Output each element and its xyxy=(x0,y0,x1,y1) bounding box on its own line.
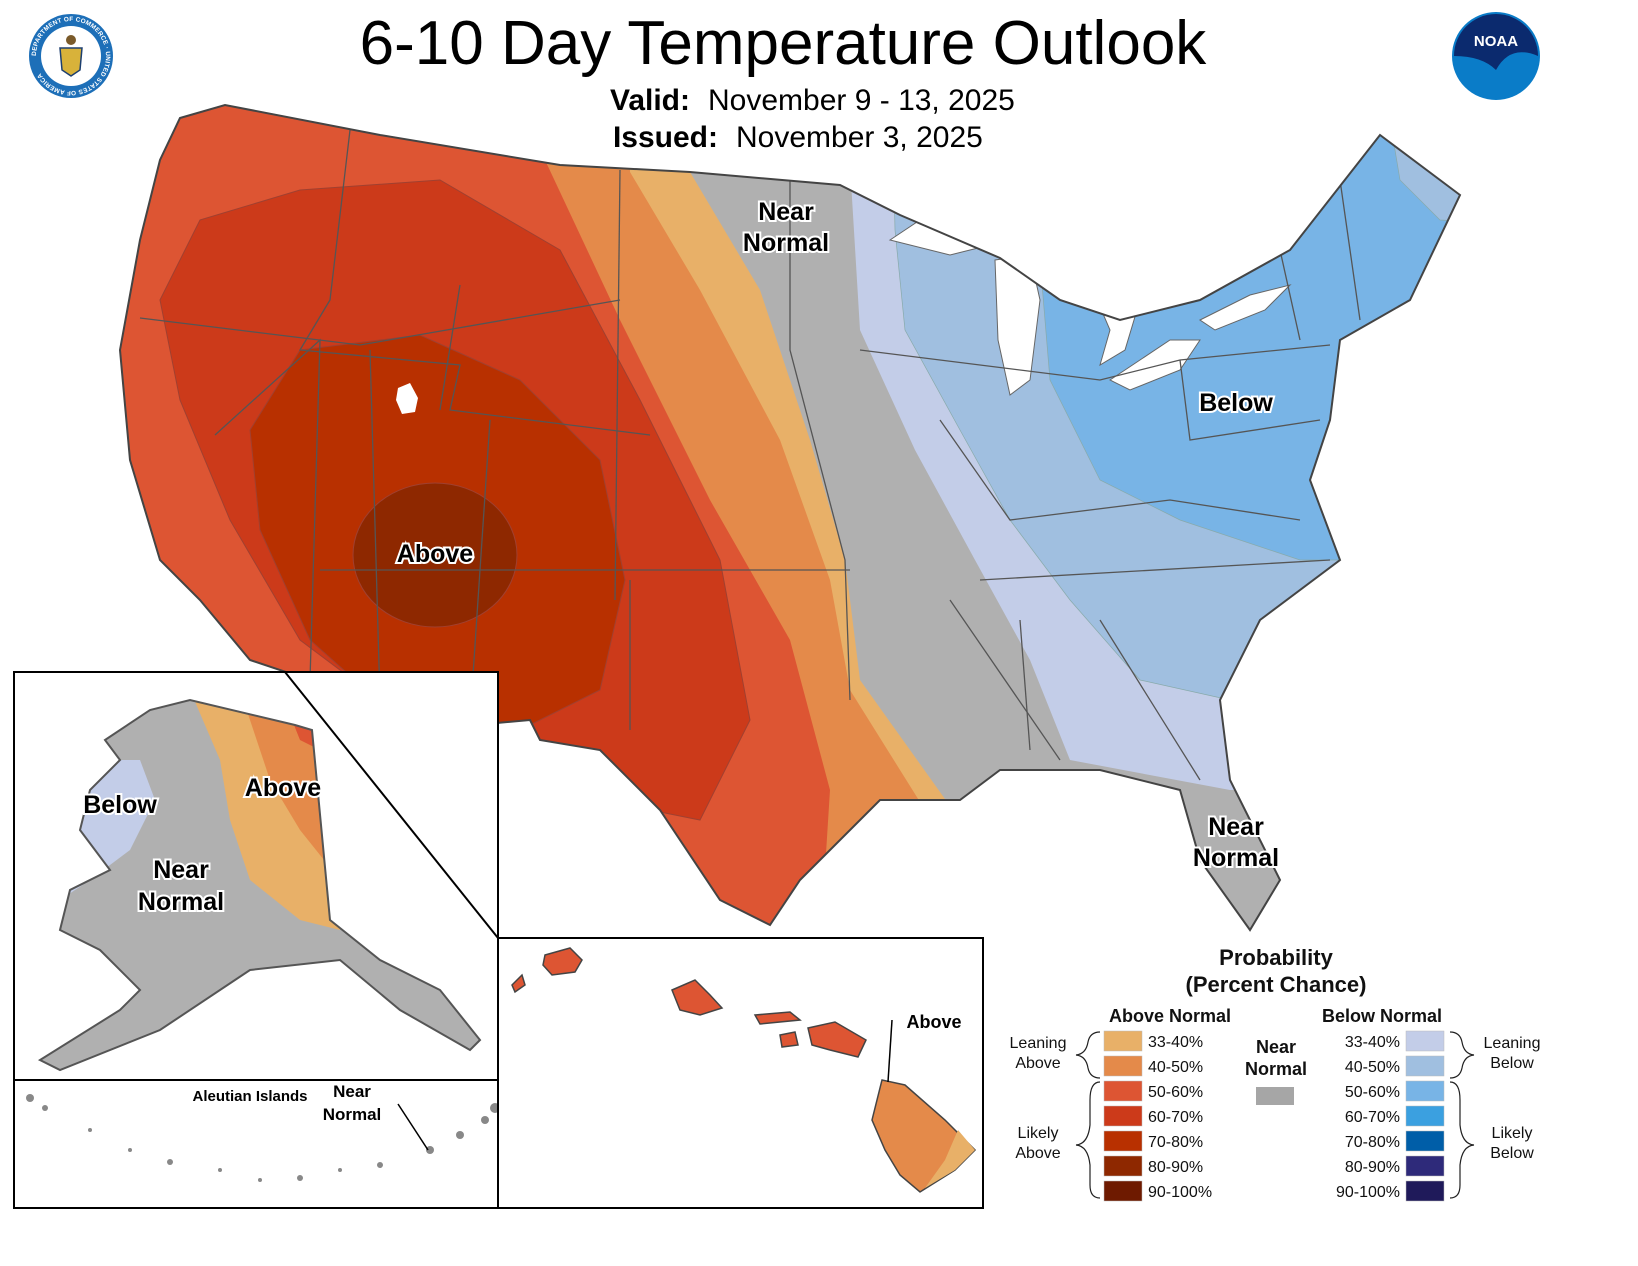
below-swatch xyxy=(1405,1130,1445,1152)
near-normal-header: Near xyxy=(1256,1037,1296,1057)
above-80-90-area xyxy=(352,482,518,628)
below-swatch xyxy=(1405,1055,1445,1077)
near-normal-label: Near xyxy=(1208,813,1264,841)
alaska-near-label: Normal xyxy=(138,888,224,916)
great-salt-lake xyxy=(396,383,418,414)
below-range-label: 70-80% xyxy=(1345,1134,1400,1151)
above-swatch xyxy=(1103,1105,1143,1127)
alaska-near-label: Near xyxy=(153,856,209,884)
aleutian-islands-label: Aleutian Islands xyxy=(192,1088,307,1105)
below-label: Below xyxy=(1199,389,1273,417)
above-swatch xyxy=(1103,1055,1143,1077)
valid-dates: November 9 - 13, 2025 xyxy=(708,84,1015,117)
aleutian-inset: Aleutian Islands Near Normal xyxy=(13,1079,500,1209)
issued-date: November 3, 2025 xyxy=(736,121,983,154)
legend: Probability (Percent Chance) Above Norma… xyxy=(1010,945,1541,1202)
hawaii-above-label: Above xyxy=(906,1012,961,1032)
great-lakes xyxy=(1199,284,1292,331)
likely-above-label: Above xyxy=(1015,1145,1060,1162)
hawaii-inset: Above xyxy=(497,937,984,1209)
near-normal-label: Normal xyxy=(743,229,829,257)
below-swatch xyxy=(1405,1180,1445,1202)
near-normal-header: Normal xyxy=(1245,1059,1307,1079)
above-range-label: 80-90% xyxy=(1148,1159,1203,1176)
above-range-label: 70-80% xyxy=(1148,1134,1203,1151)
state-boundaries xyxy=(139,129,1361,781)
above-swatch xyxy=(1103,1180,1143,1202)
legend-braces xyxy=(1075,1031,1475,1199)
below-range-label: 50-60% xyxy=(1345,1084,1400,1101)
likely-below-label: Likely xyxy=(1492,1125,1533,1142)
below-range-label: 40-50% xyxy=(1345,1059,1400,1076)
issued-label: Issued: xyxy=(613,121,718,154)
below-50-60-area xyxy=(1039,105,1460,561)
above-swatch xyxy=(1103,1130,1143,1152)
above-range-label: 90-100% xyxy=(1148,1184,1212,1201)
below-swatch xyxy=(1405,1105,1445,1127)
below-range-label: 80-90% xyxy=(1345,1159,1400,1176)
below-normal-header: Below Normal xyxy=(1322,1006,1442,1026)
noaa-logo-text: NOAA xyxy=(1474,33,1518,50)
below-range-label: 60-70% xyxy=(1345,1109,1400,1126)
below-range-label: 33-40% xyxy=(1345,1034,1400,1051)
legend-title: (Percent Chance) xyxy=(1186,972,1367,997)
great-lakes xyxy=(1109,339,1201,391)
near-normal-swatch xyxy=(1256,1087,1294,1105)
near-normal-label: Normal xyxy=(1193,844,1279,872)
above-normal-header: Above Normal xyxy=(1109,1006,1231,1026)
aleutian-near-label: Normal xyxy=(323,1105,382,1124)
legend-title: Probability xyxy=(1219,945,1333,970)
alaska-above-label: Above xyxy=(245,774,322,802)
above-range-label: 40-50% xyxy=(1148,1059,1203,1076)
alaska-inset: Below Above Near Normal xyxy=(13,671,499,1081)
alaska-below-label: Below xyxy=(83,791,157,819)
leaning-below-label: Below xyxy=(1490,1055,1534,1072)
leaning-below-label: Leaning xyxy=(1484,1035,1541,1052)
above-range-label: 33-40% xyxy=(1148,1034,1203,1051)
below-swatch xyxy=(1405,1155,1445,1177)
leaning-above-label: Leaning xyxy=(1010,1035,1067,1052)
aleutian-near-label: Near xyxy=(333,1082,371,1101)
great-lakes xyxy=(888,194,1071,256)
above-swatch xyxy=(1103,1155,1143,1177)
page-title: 6-10 Day Temperature Outlook xyxy=(360,9,1208,78)
above-range-label: 60-70% xyxy=(1148,1109,1203,1126)
below-swatch xyxy=(1405,1080,1445,1102)
likely-above-label: Likely xyxy=(1018,1125,1059,1142)
above-swatch xyxy=(1103,1030,1143,1052)
above-swatch xyxy=(1103,1080,1143,1102)
noaa-logo: NOAA xyxy=(1452,12,1540,100)
above-range-label: 50-60% xyxy=(1148,1084,1203,1101)
valid-label: Valid: xyxy=(610,84,690,117)
below-swatch xyxy=(1405,1030,1445,1052)
leaning-above-label: Above xyxy=(1015,1055,1060,1072)
near-normal-label: Near xyxy=(758,198,814,226)
commerce-seal-logo: DEPARTMENT OF COMMERCE · UNITED STATES O… xyxy=(29,14,113,98)
above-label: Above xyxy=(397,540,474,568)
likely-below-label: Below xyxy=(1490,1145,1534,1162)
below-range-label: 90-100% xyxy=(1336,1184,1400,1201)
